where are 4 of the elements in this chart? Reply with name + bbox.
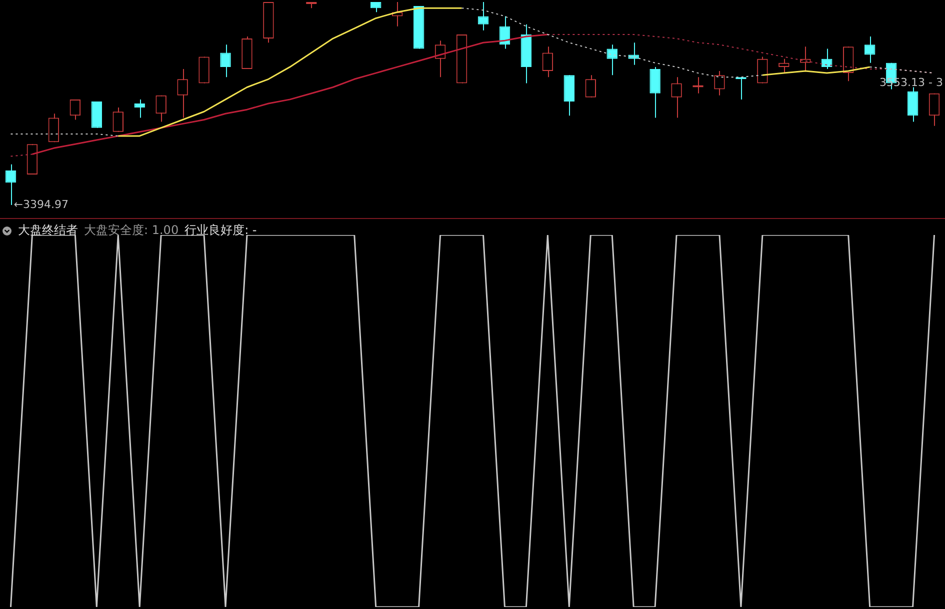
- annotation: ←3394.97: [14, 198, 68, 211]
- annotation: 大盘安全度: 1.00: [84, 222, 179, 239]
- chart-title: 大盘终结者: [18, 222, 78, 239]
- annotation: 行业良好度: -: [184, 222, 257, 239]
